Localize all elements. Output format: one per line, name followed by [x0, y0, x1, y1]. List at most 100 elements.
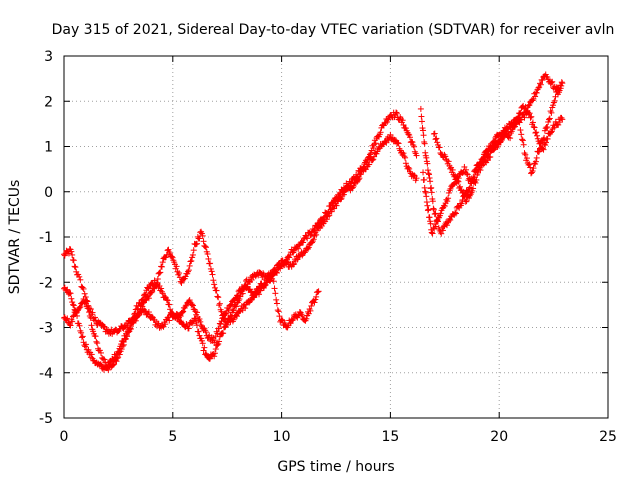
data-point — [323, 216, 330, 223]
data-point — [163, 296, 170, 303]
data-point — [153, 283, 160, 290]
data-point — [77, 276, 84, 283]
data-point — [399, 117, 406, 124]
data-point — [537, 81, 544, 88]
data-point — [195, 328, 202, 335]
data-point — [207, 260, 214, 267]
data-point — [454, 177, 461, 184]
x-axis-label: GPS time / hours — [277, 459, 394, 475]
data-point — [484, 151, 491, 158]
data-point — [68, 295, 75, 302]
data-point — [464, 171, 471, 178]
data-point — [216, 302, 223, 309]
data-point — [424, 202, 431, 209]
data-point — [100, 323, 107, 330]
data-point — [242, 305, 249, 312]
data-point — [194, 322, 201, 329]
data-point — [522, 151, 529, 158]
data-point — [157, 269, 164, 276]
data-point — [498, 135, 505, 142]
data-point — [537, 145, 543, 152]
data-point — [423, 154, 430, 161]
data-point — [122, 335, 129, 342]
data-point — [188, 257, 195, 264]
data-point — [528, 169, 535, 176]
data-point — [309, 239, 316, 246]
data-point — [539, 77, 546, 84]
data-point — [136, 309, 143, 316]
data-point — [411, 143, 418, 150]
data-point — [422, 189, 429, 196]
data-point — [445, 189, 452, 196]
data-point — [400, 150, 407, 157]
data-point — [204, 250, 211, 257]
data-point — [328, 208, 335, 215]
data-point — [355, 176, 362, 183]
data-point — [488, 147, 495, 154]
data-point — [534, 132, 541, 139]
data-point — [497, 136, 504, 143]
data-point — [462, 198, 469, 205]
data-point — [559, 116, 566, 123]
data-point — [408, 138, 415, 145]
data-point — [463, 198, 470, 205]
data-point — [214, 293, 221, 300]
data-point — [334, 198, 341, 205]
data-point — [220, 330, 227, 337]
data-point — [167, 306, 174, 313]
data-point — [308, 302, 315, 309]
data-point — [313, 231, 320, 238]
data-point — [199, 340, 206, 347]
data-points — [61, 71, 566, 373]
data-point — [139, 303, 146, 310]
data-point — [182, 303, 189, 310]
data-point — [130, 319, 137, 326]
data-point — [516, 110, 523, 117]
data-point — [461, 192, 468, 199]
data-point — [166, 317, 173, 324]
data-point — [273, 296, 280, 303]
data-point — [431, 211, 438, 218]
data-point — [178, 279, 185, 286]
data-point — [554, 84, 561, 91]
data-point — [136, 310, 143, 317]
data-point — [148, 289, 155, 296]
data-point — [186, 262, 193, 269]
data-point — [445, 195, 452, 202]
data-point — [533, 154, 540, 161]
data-point — [69, 299, 76, 306]
data-point — [411, 172, 418, 179]
data-point — [67, 290, 74, 297]
data-point — [69, 301, 76, 308]
x-tick-label: 15 — [381, 429, 399, 445]
data-point — [83, 300, 90, 307]
data-point — [180, 308, 187, 315]
data-point — [145, 295, 152, 302]
data-point — [470, 185, 477, 192]
data-point — [437, 210, 444, 217]
data-point — [271, 285, 278, 292]
data-point — [369, 157, 376, 164]
data-point — [145, 309, 152, 316]
data-point — [441, 203, 448, 210]
data-point — [370, 156, 377, 163]
data-point — [77, 303, 84, 310]
data-point — [248, 289, 255, 296]
data-point — [413, 152, 420, 159]
data-point — [92, 314, 99, 321]
data-point — [277, 265, 284, 272]
data-point — [533, 129, 540, 136]
data-point — [186, 297, 193, 304]
data-point — [228, 313, 235, 320]
data-point — [438, 230, 445, 237]
data-point — [529, 168, 536, 175]
y-tick-label: 2 — [44, 94, 53, 110]
data-point — [64, 286, 71, 293]
data-point — [367, 151, 373, 158]
data-point — [425, 206, 432, 213]
data-point — [348, 178, 355, 185]
y-tick-label: 3 — [44, 49, 53, 65]
data-point — [472, 179, 479, 186]
data-point — [313, 227, 320, 234]
data-point — [466, 184, 473, 191]
